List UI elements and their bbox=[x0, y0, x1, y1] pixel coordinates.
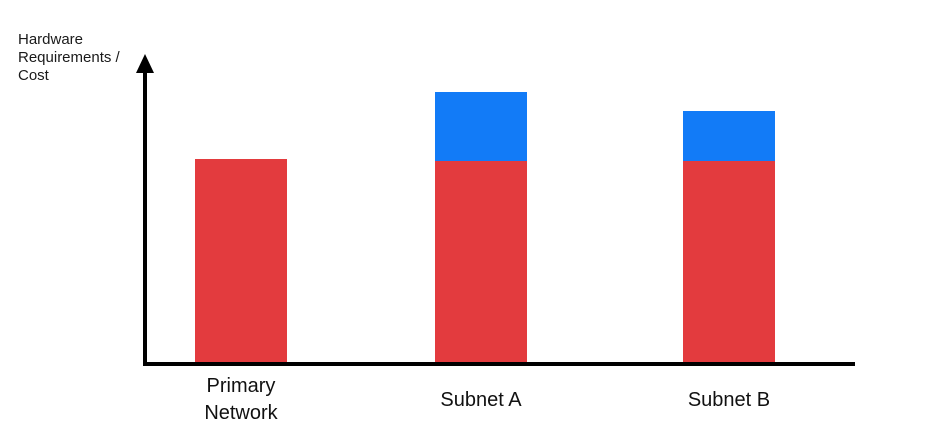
x-axis-label-subnet-a: Subnet A bbox=[440, 388, 522, 411]
y-axis-line bbox=[143, 66, 147, 366]
bar-blue-segment-subnet-b bbox=[683, 111, 775, 161]
x-axis-line bbox=[143, 362, 855, 366]
bar-blue-segment-subnet-a bbox=[435, 92, 527, 161]
bar-red-segment-subnet-a bbox=[435, 161, 527, 362]
y-axis-label: Hardware Requirements / Cost bbox=[18, 31, 120, 84]
bar-red-segment-subnet-b bbox=[683, 161, 775, 362]
y-axis-arrow-icon bbox=[136, 54, 154, 73]
bar-red-segment-primary-network bbox=[195, 159, 287, 362]
x-axis-label-subnet-b: Subnet B bbox=[687, 388, 771, 411]
x-axis-label-primary-network: Primary Network bbox=[204, 375, 278, 424]
